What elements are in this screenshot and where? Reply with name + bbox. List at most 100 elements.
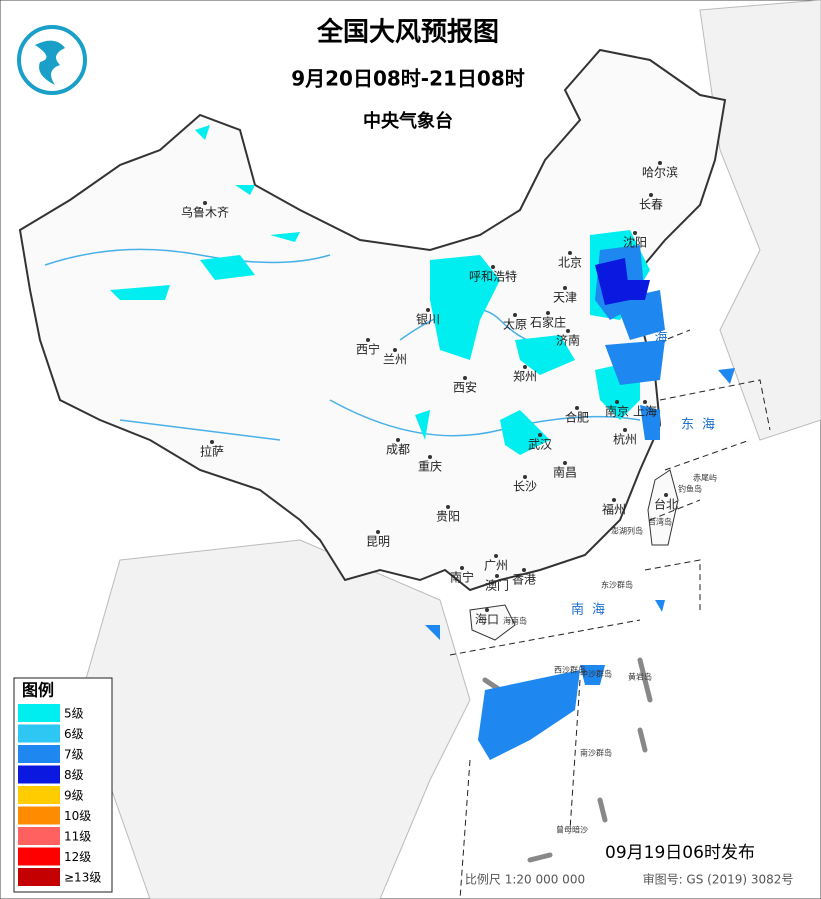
city-label: 长春 xyxy=(639,198,663,212)
city-label: 银川 xyxy=(416,313,440,327)
city-dot xyxy=(376,530,380,534)
title: 全国大风预报图 xyxy=(316,17,499,48)
legend-label: 12级 xyxy=(64,850,91,864)
city-dot xyxy=(396,438,400,442)
wind-areas xyxy=(110,125,735,760)
logo-mark xyxy=(35,40,65,85)
city-label: 济南 xyxy=(556,333,580,348)
city-dot xyxy=(563,461,567,465)
legend-swatch xyxy=(18,745,60,763)
city-dot xyxy=(463,376,467,380)
legend-title: 图例 xyxy=(22,681,54,700)
city-dot xyxy=(643,400,647,404)
city-label: 沈阳 xyxy=(623,235,647,250)
city-label: 昆明 xyxy=(366,535,390,549)
island-label: 澎湖列岛 xyxy=(611,526,643,536)
city-label: 福州 xyxy=(602,502,626,517)
city-label: 长沙 xyxy=(513,480,537,494)
city-label: 海口 xyxy=(475,612,499,627)
wind-8 xyxy=(595,258,650,305)
city-label: 台北 xyxy=(654,497,678,512)
city-label: 广州 xyxy=(484,559,508,573)
legend-swatch xyxy=(18,827,60,845)
taiwan xyxy=(647,469,679,546)
legend-label: 11级 xyxy=(64,830,91,844)
city-label: 杭州 xyxy=(613,432,637,447)
river xyxy=(44,248,641,441)
city-dot xyxy=(366,338,370,342)
review-number: 审图号: GS (2019) 3082号 xyxy=(643,872,794,887)
city-dot xyxy=(623,428,627,432)
city-dot xyxy=(446,505,450,509)
city-label: 哈尔滨 xyxy=(642,165,678,180)
city-dot xyxy=(546,311,550,315)
city-dot xyxy=(633,231,637,235)
legend-swatch xyxy=(18,765,60,784)
city-label: 西安 xyxy=(453,380,477,395)
legend-swatch xyxy=(18,786,60,804)
city-dot xyxy=(658,161,662,165)
city-label: 香港 xyxy=(512,573,536,587)
island-label: 海南岛 xyxy=(503,616,527,626)
city-dot xyxy=(649,193,653,197)
legend-label: 9级 xyxy=(64,789,84,803)
city-label: 上海 xyxy=(633,404,657,419)
agency: 中央气象台 xyxy=(363,110,453,132)
sea-label: 东海 xyxy=(681,418,723,433)
city-dot xyxy=(568,251,572,255)
city-label: 郑州 xyxy=(513,369,537,384)
city-dot xyxy=(210,440,214,444)
city-dot xyxy=(485,608,489,612)
island-label: 台湾岛 xyxy=(648,517,672,527)
legend-swatch xyxy=(18,806,60,825)
legend-label: 5级 xyxy=(64,707,84,721)
city-dot xyxy=(575,406,579,410)
city-label: 太原 xyxy=(503,317,527,332)
city-label: 西宁 xyxy=(356,342,380,357)
legend-swatch xyxy=(18,724,60,743)
city-label: 兰州 xyxy=(383,353,407,367)
issued: 09月19日06时发布 xyxy=(605,843,755,863)
island-label: 南沙群岛 xyxy=(580,748,612,758)
city-dot xyxy=(664,493,668,497)
island-label: 东沙群岛 xyxy=(601,580,633,590)
legend-swatch xyxy=(18,868,60,886)
city-dot xyxy=(523,365,527,369)
city-dot xyxy=(428,455,432,459)
city-label: 北京 xyxy=(558,256,582,270)
neighbor-land xyxy=(699,0,821,441)
city-dot xyxy=(495,574,499,578)
city-dot xyxy=(513,313,517,317)
island-label: 西沙群岛 xyxy=(554,665,586,675)
city-label: 重庆 xyxy=(418,460,442,474)
city-label: 成都 xyxy=(386,443,410,457)
city-label: 澳门 xyxy=(485,578,509,593)
city-label: 贵阳 xyxy=(436,510,460,524)
legend-label: 6级 xyxy=(64,727,84,741)
city-label: 拉萨 xyxy=(200,444,224,459)
legend-swatch xyxy=(18,704,60,722)
legend-label: 7级 xyxy=(64,748,84,762)
sea-label: 南海 xyxy=(571,602,613,618)
city-dot xyxy=(522,568,526,572)
subtitle: 9月20日08时-21日08时 xyxy=(291,67,525,91)
city-label: 南昌 xyxy=(553,465,577,480)
sea-label: 海 xyxy=(654,331,675,346)
legend-swatch xyxy=(18,847,60,866)
city-dot xyxy=(426,308,430,312)
legend-label: 8级 xyxy=(64,768,84,782)
city-label: 乌鲁木齐 xyxy=(181,205,229,220)
city-dot xyxy=(615,400,619,404)
hainan xyxy=(469,604,516,641)
city-label: 南京 xyxy=(605,404,629,419)
city-dot xyxy=(566,329,570,333)
city-label: 石家庄 xyxy=(530,315,566,330)
scale: 比例尺 1:20 000 000 xyxy=(465,873,585,887)
city-dot xyxy=(523,475,527,479)
city-dot xyxy=(460,566,464,570)
city-dot xyxy=(563,286,567,290)
island-label: 中沙群岛 xyxy=(580,669,612,679)
sea-zone-line xyxy=(449,329,771,899)
